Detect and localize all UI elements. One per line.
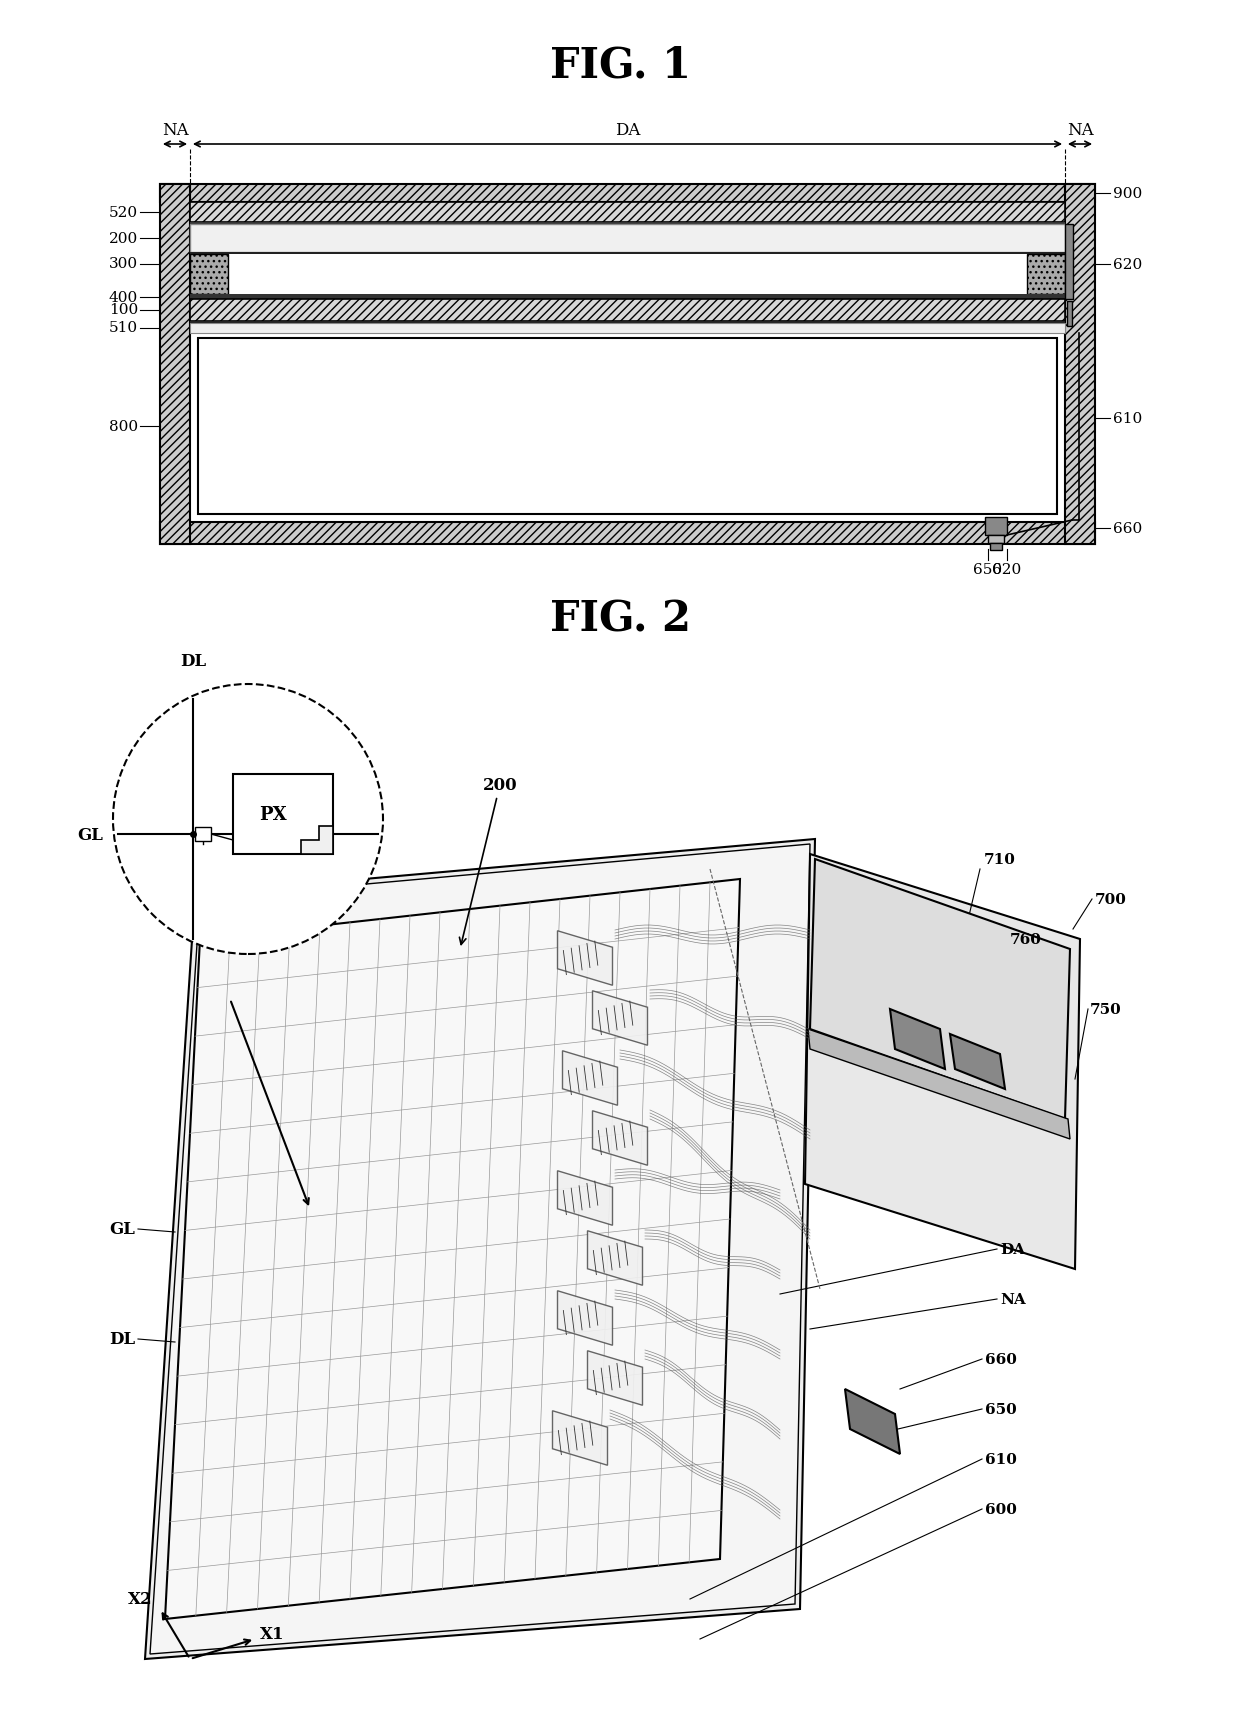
Text: 750: 750 (1090, 1002, 1122, 1017)
Bar (198, 339, 1056, 516)
Polygon shape (558, 1171, 613, 1225)
Text: 760: 760 (1011, 932, 1042, 946)
Text: 700: 700 (1095, 893, 1127, 907)
Bar (160, 185, 1095, 202)
Text: 710: 710 (985, 853, 1016, 867)
Bar (985, 517, 1007, 536)
Polygon shape (563, 1052, 618, 1105)
Polygon shape (558, 1291, 613, 1346)
Text: 100: 100 (109, 303, 138, 317)
Text: 650: 650 (985, 1403, 1017, 1417)
Polygon shape (301, 827, 334, 855)
Text: FIG. 1: FIG. 1 (549, 43, 691, 86)
Polygon shape (165, 879, 740, 1619)
Text: DL: DL (109, 1330, 135, 1348)
Bar (160, 522, 1095, 545)
Circle shape (113, 685, 383, 955)
Text: 610: 610 (985, 1451, 1017, 1465)
Bar (190, 324, 1065, 334)
Bar (160, 185, 190, 545)
Text: 620: 620 (992, 562, 1022, 576)
Polygon shape (890, 1009, 945, 1069)
Polygon shape (950, 1035, 1004, 1090)
Polygon shape (805, 855, 1080, 1270)
Text: 610: 610 (1114, 412, 1142, 426)
Text: 300: 300 (109, 258, 138, 272)
Text: DL: DL (180, 652, 206, 670)
Bar (1066, 301, 1073, 327)
Text: 650: 650 (973, 562, 1003, 576)
Bar (190, 299, 1065, 322)
Bar (1027, 254, 1065, 294)
Text: 660: 660 (985, 1353, 1017, 1367)
Polygon shape (145, 839, 815, 1659)
Bar (1065, 225, 1073, 299)
Polygon shape (808, 1029, 1070, 1140)
Text: DA: DA (999, 1242, 1025, 1256)
Bar (190, 202, 1065, 223)
Bar (990, 543, 1002, 550)
Bar (190, 322, 1065, 324)
Text: X2: X2 (128, 1590, 153, 1607)
Bar (190, 294, 1065, 299)
Text: 200: 200 (460, 777, 517, 945)
Text: 900: 900 (1114, 187, 1142, 201)
Text: 600: 600 (985, 1502, 1017, 1515)
Polygon shape (150, 844, 810, 1654)
Text: 620: 620 (1114, 258, 1142, 272)
Text: DA: DA (615, 121, 640, 138)
Text: 200: 200 (109, 232, 138, 246)
Polygon shape (844, 1389, 900, 1455)
Bar (190, 225, 1065, 253)
Bar (195, 827, 211, 841)
Bar (988, 536, 1004, 543)
Polygon shape (593, 1111, 647, 1166)
Bar (233, 775, 334, 855)
Bar (190, 223, 1065, 225)
Polygon shape (553, 1412, 608, 1465)
Text: 660: 660 (1114, 522, 1142, 536)
Text: FIG. 2: FIG. 2 (549, 599, 691, 640)
Text: PX: PX (259, 806, 286, 823)
Text: 520: 520 (109, 206, 138, 220)
Polygon shape (558, 931, 613, 986)
Text: 510: 510 (109, 322, 138, 336)
Text: 800: 800 (109, 419, 138, 434)
Text: 400: 400 (109, 291, 138, 304)
Text: NA: NA (1066, 121, 1094, 138)
Polygon shape (588, 1351, 642, 1405)
Text: NA: NA (161, 121, 188, 138)
Text: NA: NA (999, 1292, 1025, 1306)
Polygon shape (810, 860, 1070, 1119)
Bar (190, 254, 228, 294)
Bar (1065, 185, 1095, 545)
Polygon shape (588, 1232, 642, 1285)
Text: GL: GL (109, 1221, 135, 1237)
Text: X1: X1 (260, 1626, 284, 1642)
Polygon shape (593, 991, 647, 1045)
Text: GL: GL (77, 825, 103, 843)
